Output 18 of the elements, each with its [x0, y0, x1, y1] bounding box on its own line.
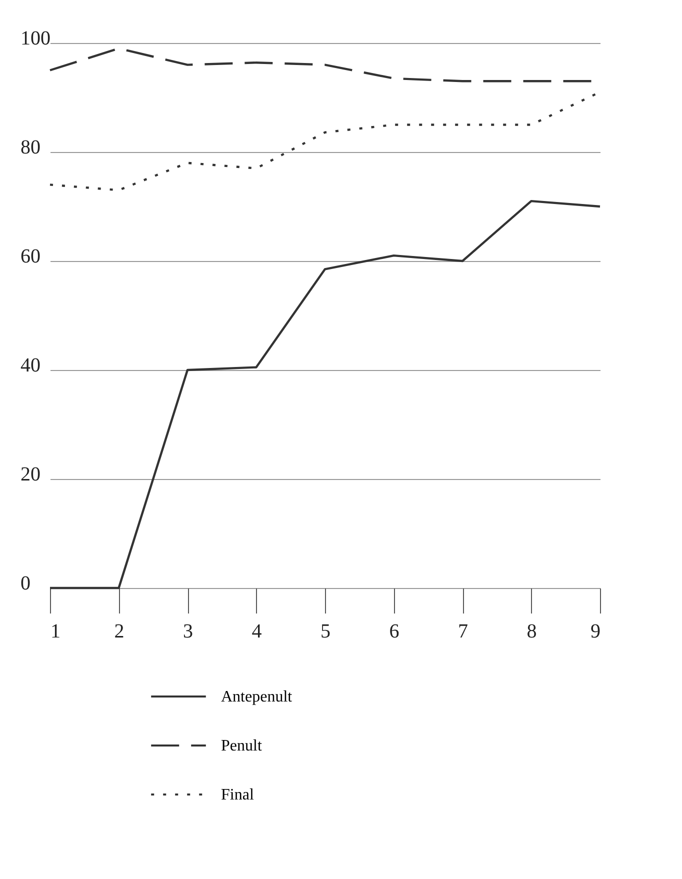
- x-tick-label: 5: [320, 620, 330, 642]
- x-tick-label: 4: [252, 620, 262, 642]
- x-tick-label: 6: [389, 620, 400, 642]
- legend-label: Final: [221, 786, 254, 804]
- x-tick-label: 3: [183, 620, 193, 642]
- x-tick-label: 9: [590, 620, 600, 642]
- legend-label: Antepenult: [221, 688, 293, 706]
- legend-label: Penult: [221, 738, 262, 754]
- y-tick-label: 60: [20, 246, 40, 268]
- y-tick-label: 80: [20, 136, 40, 158]
- x-tick-label: 8: [526, 620, 537, 642]
- x-tick-label: 2: [114, 620, 124, 642]
- y-tick-label: 40: [20, 354, 40, 376]
- x-tick-label: 1: [50, 620, 60, 642]
- y-tick-label: 0: [20, 572, 30, 594]
- y-tick-label: 100: [20, 28, 50, 50]
- x-tick-label: 7: [458, 620, 468, 642]
- y-tick-label: 20: [20, 464, 40, 486]
